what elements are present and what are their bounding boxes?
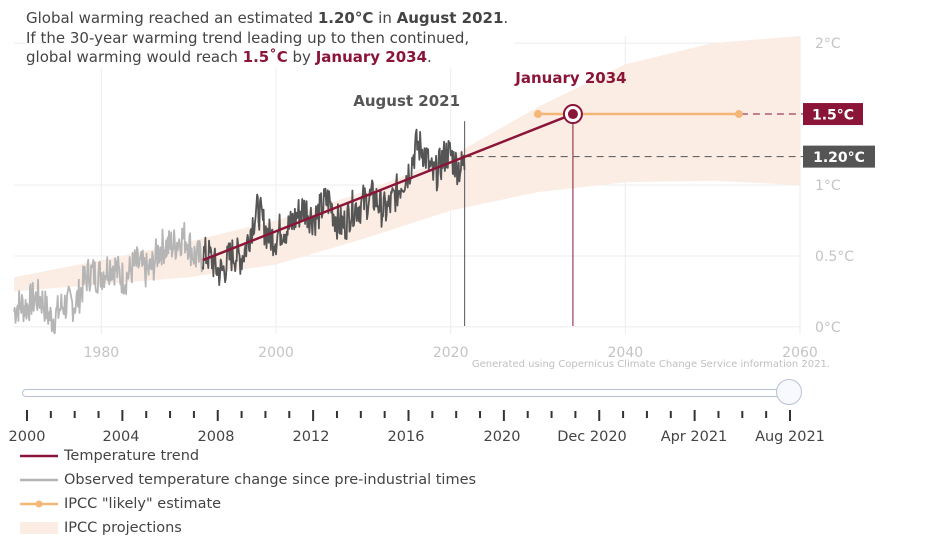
- legend: Temperature trend Observed temperature c…: [20, 444, 476, 540]
- headline-line-1: Global warming reached an estimated 1.20…: [26, 9, 508, 29]
- plot-area: January 2034 August 2021 1.5°C 1.20°C 0°C 0.5…: [13, 36, 875, 370]
- current-badge-text: 1.20°C: [813, 150, 865, 166]
- observed-series-early-line: [13, 221, 204, 335]
- timeline-tick-label: Apr 2021: [661, 429, 728, 445]
- headline-text: .: [503, 9, 509, 27]
- headline-current-value: 1.20°C: [317, 9, 374, 27]
- legend-swatch-observed-icon: [20, 473, 62, 487]
- timeline-tick-label: 2020: [484, 429, 521, 445]
- target-badge-bg: [803, 103, 863, 126]
- headline: Global warming reached an estimated 1.20…: [26, 9, 515, 68]
- timeline-tick-label: Dec 2020: [557, 429, 627, 445]
- observed-series-recent-line: [201, 128, 466, 286]
- legend-swatch-trend-icon: [20, 449, 62, 463]
- timeline-axis: 2000 2004 2008 2012 2016 2020 Dec 2020 Apr 2021…: [9, 410, 825, 445]
- timeline-tick-label: 2000: [9, 429, 46, 445]
- current-badge-bg: [803, 145, 875, 168]
- legend-swatch-likely-icon: [20, 497, 62, 511]
- ipcc-likely-start-point: [534, 110, 542, 119]
- timeline-tick-label: 2008: [198, 429, 235, 445]
- y-tick-label: 0°C: [815, 320, 841, 336]
- headline-target-value: 1.5˚C: [242, 48, 288, 66]
- headline-text: in: [373, 9, 397, 27]
- timeline-slider-handle[interactable]: [776, 379, 802, 405]
- ipcc-projections-band: [14, 36, 800, 292]
- crossing-marker-dot[interactable]: [567, 109, 578, 120]
- y-tick-label: 2°C: [815, 36, 841, 52]
- current-date-label: August 2021: [353, 92, 460, 110]
- legend-item-observed[interactable]: Observed temperature change since pre-in…: [20, 468, 476, 492]
- x-tick-label: 2020: [433, 345, 469, 361]
- target-value-badge: 1.5°C: [803, 103, 863, 126]
- x-tick-label: 2040: [608, 345, 644, 361]
- headline-text: by: [287, 48, 316, 66]
- y-tick-label: 0.5°C: [815, 249, 854, 265]
- timeline-tick-label: 2004: [103, 429, 140, 445]
- headline-text: Global warming reached an estimated: [26, 9, 318, 27]
- legend-item-trend[interactable]: Temperature trend: [20, 444, 476, 468]
- headline-text: global warming would reach: [26, 48, 243, 66]
- headline-text: .: [427, 48, 432, 66]
- credit-text: Generated using Copernicus Climate Chang…: [472, 359, 830, 370]
- current-value-badge: 1.20°C: [803, 145, 875, 168]
- x-tick-label: 1980: [84, 345, 120, 361]
- timeline-tick-label: 2012: [293, 429, 330, 445]
- legend-swatch-projections-icon: [20, 521, 62, 535]
- x-tick-label: 2000: [258, 345, 294, 361]
- y-tick-label: 1°C: [815, 178, 841, 194]
- headline-current-date: August 2021: [396, 9, 504, 27]
- legend-item-projections[interactable]: IPCC projections: [20, 516, 476, 540]
- legend-label: IPCC "likely" estimate: [64, 496, 222, 512]
- timeline-tick-label: Aug 2021: [755, 429, 825, 445]
- temperature-trend-line: [202, 112, 574, 262]
- ipcc-likely-end-point: [734, 110, 743, 119]
- headline-line-3: global warming would reach 1.5˚C by Janu…: [26, 48, 508, 68]
- headline-line-2: If the 30-year warming trend leading up …: [26, 28, 470, 47]
- timeline-tick-label: 2016: [388, 429, 425, 445]
- legend-label: Observed temperature change since pre-in…: [64, 472, 477, 488]
- target-badge-text: 1.5°C: [812, 108, 854, 124]
- legend-item-likely[interactable]: IPCC "likely" estimate: [20, 492, 476, 516]
- headline-target-date: January 2034: [315, 48, 428, 66]
- x-tick-label: 2060: [782, 345, 818, 361]
- crossing-date-label: January 2034: [514, 69, 626, 87]
- legend-label: IPCC projections: [64, 520, 182, 536]
- timeline-slider-track[interactable]: [22, 389, 794, 397]
- legend-label: Temperature trend: [64, 448, 200, 464]
